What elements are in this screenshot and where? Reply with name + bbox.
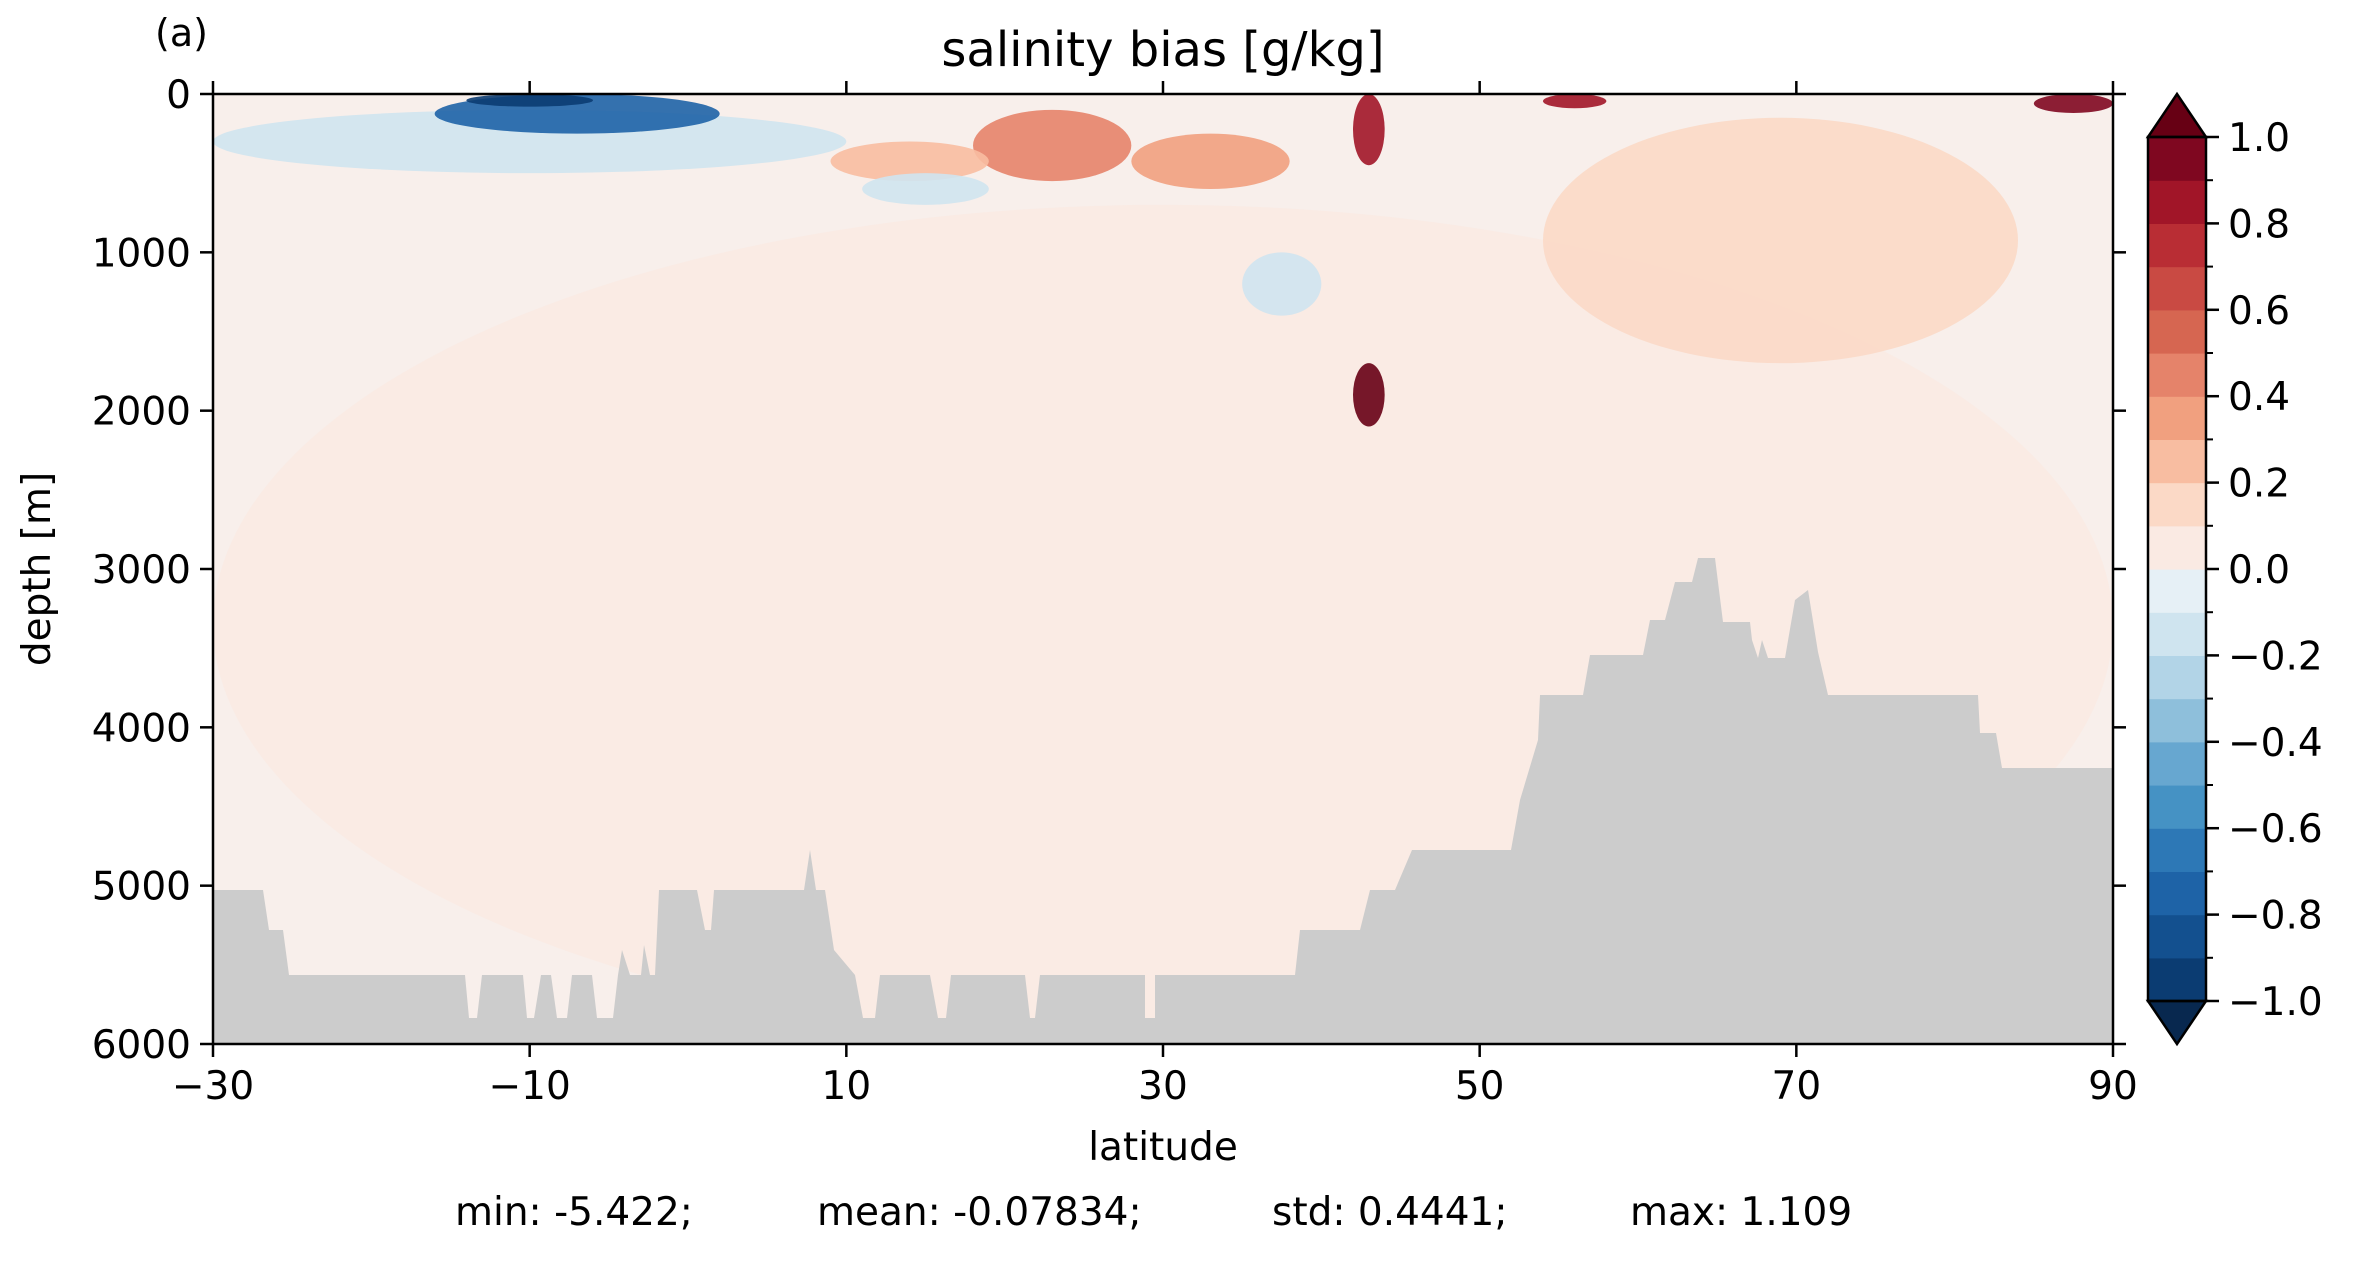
y-axis-label: depth [m] (15, 472, 60, 666)
colorbar-tick-label: −0.8 (2228, 894, 2323, 939)
colorbar-extend-low (2145, 999, 2209, 1047)
colorbar-segment (2148, 266, 2206, 311)
y-tick-label: 3000 (92, 548, 191, 593)
x-tick-label: 50 (1455, 1064, 1505, 1109)
colorbar-segment (2148, 828, 2206, 872)
panel-label: (a) (155, 11, 208, 55)
colorbar-tick-label: 0.4 (2228, 375, 2290, 420)
x-tick-label: 90 (2088, 1064, 2138, 1109)
colorbar-segment (2148, 223, 2206, 268)
colorbar-segment (2148, 612, 2206, 656)
y-tick-label: 0 (166, 73, 191, 118)
statistics-line: min: -5.422; mean: -0.07834; std: 0.4441… (0, 1190, 2362, 1250)
colorbar-segment (2148, 957, 2206, 1002)
colorbar-tick-label: −1.0 (2228, 980, 2323, 1025)
colorbar-segment (2148, 396, 2206, 440)
colorbar-tick-label: −0.6 (2228, 807, 2323, 852)
colorbar-tick-label: 0.0 (2228, 548, 2290, 593)
colorbar-tick-label: 1.0 (2228, 116, 2290, 161)
x-tick-label: 70 (1772, 1064, 1822, 1109)
x-axis: −30 −10 10 30 50 70 90 (172, 81, 2138, 1109)
colorbar-segment (2148, 137, 2206, 181)
colorbar-segment (2148, 180, 2206, 224)
y-tick-label: 5000 (92, 865, 191, 910)
field-patch (1543, 117, 2018, 364)
field-patch (1353, 363, 1385, 427)
colorbar-segment (2148, 741, 2206, 786)
colorbar-tick-label: 0.6 (2228, 289, 2290, 334)
colorbar-tick-label: 0.8 (2228, 202, 2290, 247)
y-tick-label: 6000 (92, 1023, 191, 1068)
colorbar-tick-label: −0.2 (2228, 634, 2323, 679)
colorbar-tick-label: 0.2 (2228, 462, 2290, 507)
x-tick-label: −10 (489, 1064, 571, 1109)
y-tick-label: 2000 (92, 390, 191, 435)
colorbar-tick-label: −0.4 (2228, 721, 2323, 766)
field-patch (1242, 252, 1322, 316)
field-patch (1353, 94, 1385, 166)
stat-max: max: 1.109 (1630, 1190, 1853, 1235)
field-patch (1543, 94, 1607, 109)
x-tick-label: −30 (172, 1064, 254, 1109)
colorbar-segment (2148, 914, 2206, 959)
colorbar-extend-high (2145, 91, 2209, 139)
colorbar-segment (2148, 655, 2206, 700)
chart-title: salinity bias [g/kg] (941, 22, 1384, 78)
field-patch (972, 109, 1132, 182)
bathymetry-mask (213, 558, 2113, 1044)
colorbar-segment (2148, 569, 2206, 613)
stat-mean: mean: -0.07834; (817, 1190, 1142, 1235)
field-patch (1131, 133, 1290, 190)
y-tick-label: 4000 (92, 706, 191, 751)
x-tick-label: 30 (1138, 1064, 1188, 1109)
stat-std: std: 0.4441; (1272, 1190, 1508, 1235)
colorbar-segment (2148, 439, 2206, 484)
colorbar-segment (2148, 871, 2206, 916)
y-axis: 0 1000 2000 3000 4000 5000 6000 (92, 73, 2126, 1068)
colorbar: 1.0 0.8 0.6 0.4 0.2 0.0 −0.2 −0.4 −0.6 −0.8 −1.0 (2145, 91, 2323, 1047)
field-patch (830, 141, 989, 182)
field-patch (862, 173, 989, 205)
plot-area (213, 94, 2113, 1044)
colorbar-segment (2148, 698, 2206, 743)
colorbar-segment (2148, 353, 2206, 397)
x-axis-label: latitude (1088, 1125, 1238, 1170)
colorbar-segment (2148, 785, 2206, 829)
stat-min: min: -5.422; (455, 1190, 693, 1235)
x-tick-label: 10 (822, 1064, 872, 1109)
field-patch (2033, 94, 2113, 113)
colorbar-segment (2148, 525, 2206, 570)
field-patch (466, 94, 593, 107)
y-tick-label: 1000 (92, 231, 191, 276)
colorbar-segment (2148, 482, 2206, 527)
colorbar-segment (2148, 309, 2206, 354)
